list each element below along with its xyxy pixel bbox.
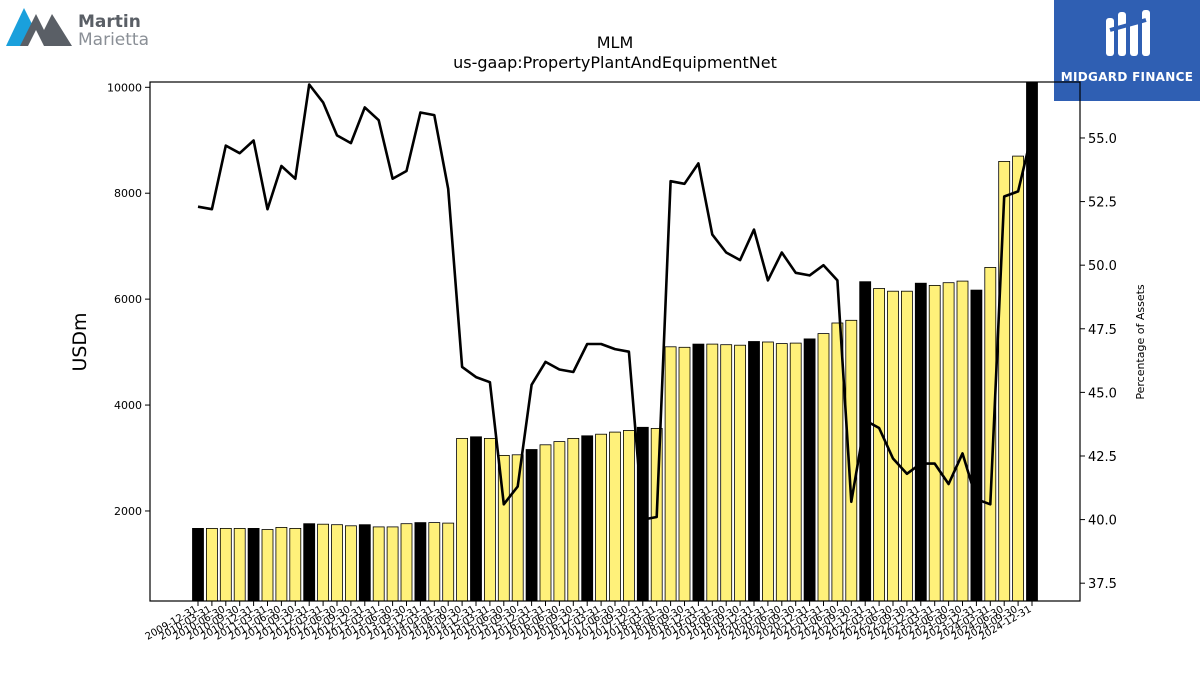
- bar: [692, 343, 705, 602]
- midgard-finance-logo: MIDGARD FINANCE: [1054, 0, 1200, 101]
- bar: [998, 160, 1011, 602]
- bar: [901, 290, 913, 602]
- chart-title: MLM: [597, 33, 634, 52]
- bar: [914, 282, 927, 602]
- bar: [456, 437, 469, 602]
- y-axis-label: USDm: [69, 312, 91, 371]
- bar: [511, 454, 524, 602]
- bar: [775, 343, 788, 602]
- bar: [470, 436, 482, 602]
- bar: [483, 437, 496, 602]
- y2-tick-label: 40.0: [1088, 514, 1117, 529]
- bar: [372, 526, 385, 602]
- bar: [192, 528, 204, 602]
- bar: [525, 449, 538, 602]
- bar: [720, 344, 733, 602]
- martin-marietta-logo: Martin Marietta: [6, 4, 166, 52]
- bar: [1026, 81, 1038, 602]
- y2-tick-label: 55.0: [1088, 132, 1117, 147]
- bar: [970, 289, 983, 602]
- y-tick-label: 8000: [114, 187, 142, 200]
- y-tick-label: 4000: [114, 399, 142, 412]
- bar: [928, 284, 941, 602]
- y-tick-label: 10000: [107, 81, 142, 94]
- bar: [678, 346, 691, 602]
- percentage-line: [197, 83, 1034, 521]
- chart-subtitle: us-gaap:PropertyPlantAndEquipmentNet: [453, 53, 777, 72]
- bar: [609, 431, 621, 602]
- bar: [873, 288, 885, 602]
- bar: [331, 524, 343, 602]
- bar: [275, 527, 288, 602]
- y-tick-label: 2000: [114, 505, 142, 518]
- bar: [414, 522, 427, 602]
- bar: [205, 528, 218, 602]
- bar: [442, 522, 455, 602]
- bar: [303, 523, 316, 602]
- bar: [942, 282, 955, 602]
- bar: [789, 342, 802, 602]
- bar: [358, 524, 371, 602]
- mountain-icon: [6, 8, 72, 46]
- bar: [567, 437, 580, 602]
- bar: [956, 280, 969, 602]
- bar: [664, 346, 677, 602]
- bar: [428, 522, 441, 602]
- bar: [1012, 155, 1024, 602]
- y2-tick-label: 50.0: [1088, 259, 1117, 274]
- y2-tick-label: 37.5: [1088, 577, 1117, 592]
- bar: [400, 523, 413, 602]
- logo-line-1: Martin: [78, 12, 141, 32]
- bar: [219, 528, 232, 602]
- y2-tick-label: 47.5: [1088, 323, 1117, 338]
- logo-line-2: Marietta: [78, 30, 150, 50]
- bar: [887, 290, 899, 602]
- bar: [748, 341, 760, 602]
- bar: [734, 344, 746, 602]
- mf-monogram-icon: [1106, 10, 1150, 56]
- logo-text: MIDGARD FINANCE: [1060, 70, 1194, 84]
- y2-tick-label: 42.5: [1088, 450, 1117, 465]
- bar: [344, 525, 357, 602]
- y2-axis-label: Percentage of Assets: [1134, 284, 1147, 400]
- y-tick-label: 6000: [114, 293, 142, 306]
- bar: [817, 333, 830, 602]
- bar: [386, 526, 399, 602]
- bar: [317, 523, 330, 602]
- bar: [762, 341, 774, 602]
- bar: [539, 444, 552, 602]
- bar: [233, 528, 246, 602]
- bar: [831, 322, 844, 602]
- bar: [803, 338, 816, 602]
- y2-tick-label: 52.5: [1088, 196, 1117, 211]
- bar: [581, 435, 594, 602]
- bar: [623, 430, 635, 602]
- bar: [706, 343, 719, 602]
- bar: [553, 441, 566, 602]
- bar: [261, 529, 274, 602]
- bar: [595, 433, 607, 602]
- y2-tick-label: 45.0: [1088, 386, 1117, 401]
- bar: [247, 528, 260, 602]
- bar: [289, 528, 302, 602]
